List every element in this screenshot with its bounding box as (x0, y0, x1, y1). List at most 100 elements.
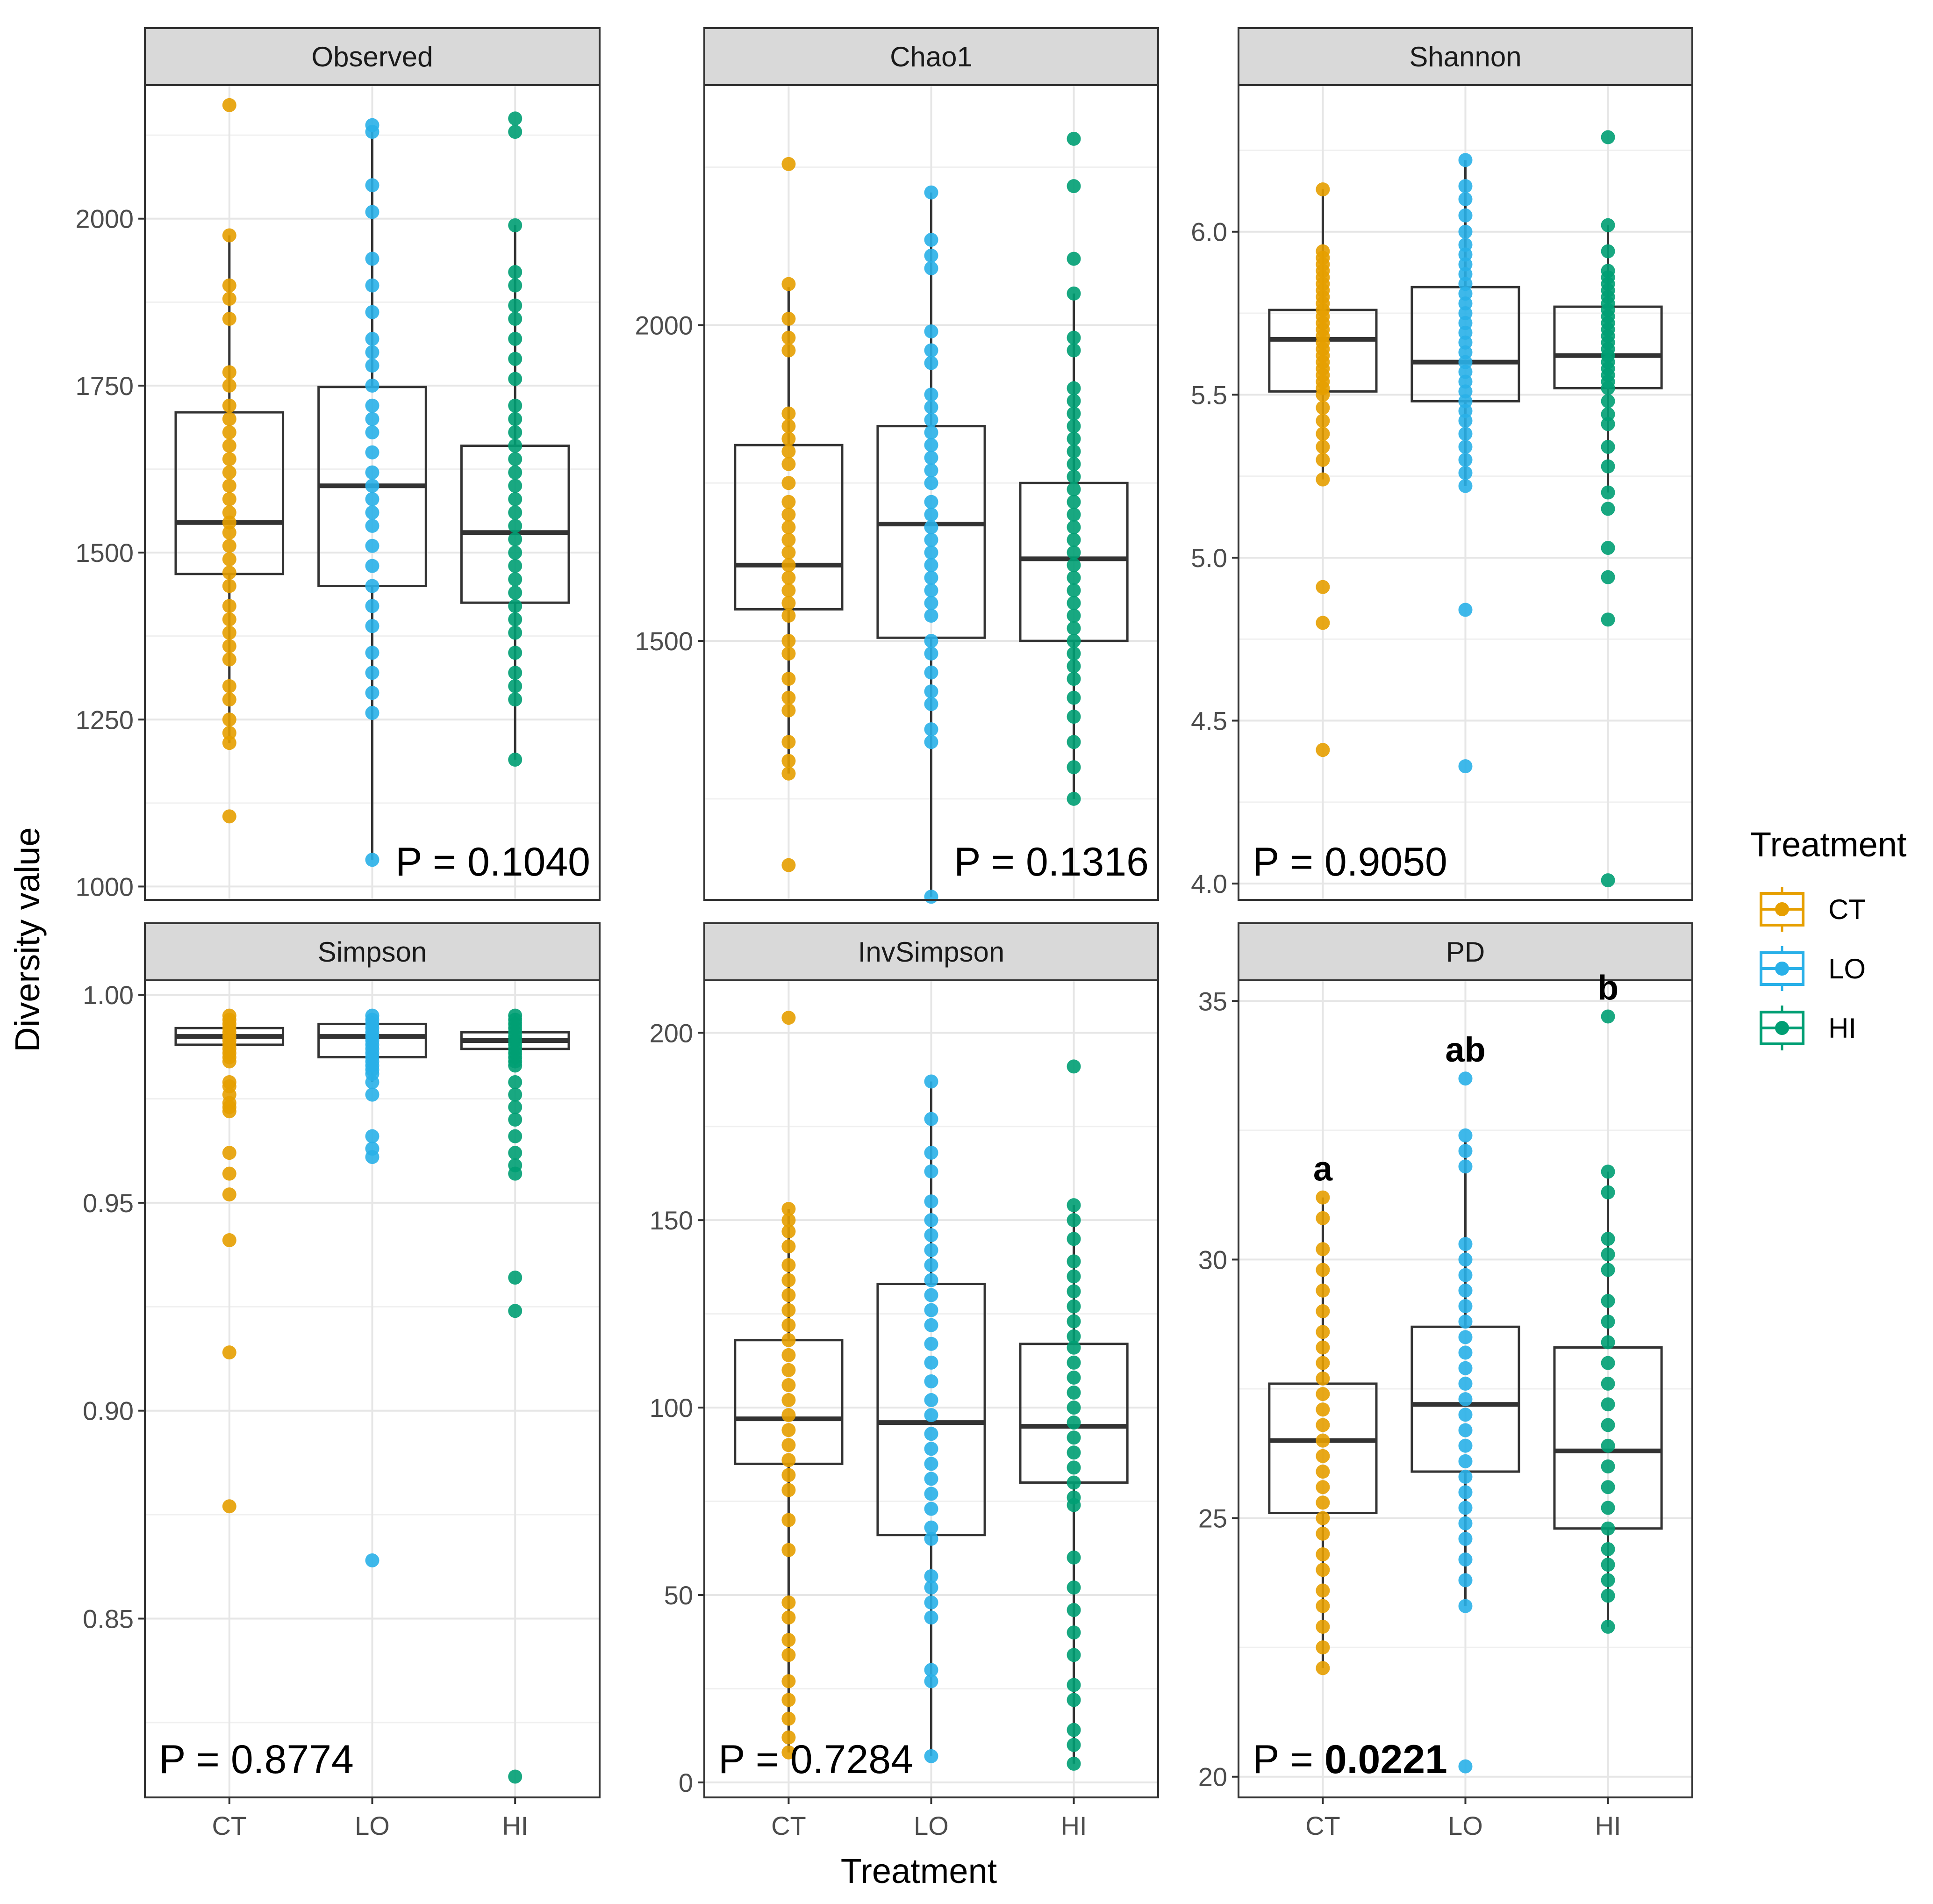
legend-key-point (1775, 1021, 1789, 1035)
data-point-hi (508, 612, 523, 626)
y-tick-label: 25 (1198, 1504, 1227, 1533)
data-point-ct (1316, 1283, 1330, 1298)
data-point-hi (1601, 459, 1615, 474)
data-point-lo (365, 505, 379, 520)
data-point-lo (1458, 1299, 1473, 1313)
data-point-ct (781, 1393, 796, 1408)
data-point-hi (1067, 1430, 1081, 1445)
data-point-ct (1316, 1661, 1330, 1675)
y-tick-label: 1500 (635, 626, 693, 656)
data-point-hi (1067, 1198, 1081, 1213)
data-point-hi (508, 372, 523, 386)
data-point-ct (781, 507, 796, 522)
data-point-lo (1458, 1376, 1473, 1391)
data-point-lo (365, 345, 379, 359)
data-point-hi (1067, 1603, 1081, 1617)
data-point-ct (781, 1438, 796, 1452)
data-point-lo (924, 1258, 938, 1272)
data-point-lo (924, 1569, 938, 1583)
data-point-ct (781, 1378, 796, 1392)
data-point-ct (1316, 1511, 1330, 1525)
data-point-lo (924, 248, 938, 263)
data-point-hi (1067, 1693, 1081, 1707)
data-point-hi (1601, 1164, 1615, 1179)
data-point-ct (781, 1483, 796, 1497)
data-point-hi (1067, 251, 1081, 266)
p-value-prefix: P = (395, 840, 467, 884)
data-point-hi (1067, 545, 1081, 560)
legend-label: LO (1828, 953, 1866, 984)
x-tick-label: LO (1448, 1811, 1483, 1840)
data-point-ct (1316, 1402, 1330, 1417)
data-point-lo (1458, 603, 1473, 617)
data-point-hi (1601, 1263, 1615, 1277)
x-tick-label: HI (1061, 1811, 1087, 1840)
data-point-hi (508, 505, 523, 520)
data-point-lo (924, 1288, 938, 1302)
data-point-lo (365, 1150, 379, 1164)
facet-strip (1238, 27, 1693, 86)
data-point-hi (1067, 710, 1081, 724)
data-point-hi (1067, 1550, 1081, 1565)
panel-chao1: Chao1 1500 2000 P = 0.1316 (635, 27, 1159, 904)
data-point-hi (1601, 541, 1615, 555)
x-tick-label: HI (1595, 1811, 1621, 1840)
data-point-ct (781, 672, 796, 686)
data-point-ct (781, 754, 796, 768)
data-point-ct (222, 1054, 236, 1069)
data-point-ct (781, 1213, 796, 1228)
data-point-hi (1067, 179, 1081, 194)
data-point-ct (781, 1288, 796, 1302)
y-tick-label: 0.90 (83, 1396, 134, 1426)
y-tick-label: 4.0 (1191, 869, 1227, 898)
data-point-ct (781, 520, 796, 534)
data-point-ct (222, 1187, 236, 1202)
data-point-ct (222, 452, 236, 467)
data-point-lo (1458, 287, 1473, 301)
p-value-number: 0.9050 (1324, 840, 1447, 884)
y-tick-label: 1000 (75, 872, 134, 901)
data-point-hi (508, 125, 523, 139)
data-point-lo (365, 619, 379, 633)
data-point-ct (1316, 401, 1330, 415)
data-point-lo (1458, 384, 1473, 399)
data-point-lo (1458, 153, 1473, 167)
data-point-lo (924, 1228, 938, 1243)
data-point-ct (1316, 1242, 1330, 1257)
data-point-lo (1458, 1330, 1473, 1344)
data-point-hi (1067, 1475, 1081, 1490)
data-point-ct (222, 292, 236, 306)
data-point-ct (781, 1730, 796, 1745)
data-point-ct (222, 639, 236, 654)
data-point-lo (1458, 1408, 1473, 1422)
significance-letter: b (1597, 968, 1618, 1007)
data-point-lo (1458, 1128, 1473, 1142)
data-point-lo (924, 1487, 938, 1501)
data-point-lo (924, 1074, 938, 1089)
data-point-hi (1067, 1329, 1081, 1344)
data-point-hi (1067, 1648, 1081, 1662)
data-point-lo (924, 1408, 938, 1423)
data-point-lo (1458, 466, 1473, 480)
data-point-ct (781, 1674, 796, 1688)
data-point-hi (1067, 131, 1081, 146)
data-point-lo (365, 445, 379, 460)
data-point-lo (924, 463, 938, 478)
p-value-prefix: P = (718, 1737, 790, 1782)
data-point-lo (924, 388, 938, 402)
data-point-hi (1601, 485, 1615, 500)
facet-title: PD (1446, 936, 1485, 968)
data-point-lo (1458, 404, 1473, 418)
data-point-hi (508, 559, 523, 573)
data-point-ct (1316, 1356, 1330, 1370)
data-point-ct (1316, 1563, 1330, 1577)
data-point-ct (1316, 1547, 1330, 1562)
data-point-lo (1458, 1283, 1473, 1298)
y-tick-label: 0.95 (83, 1188, 134, 1218)
data-point-lo (365, 178, 379, 193)
data-point-hi (508, 1146, 523, 1160)
data-point-ct (781, 343, 796, 358)
data-point-lo (365, 412, 379, 426)
data-point-ct (222, 692, 236, 707)
data-point-hi (508, 625, 523, 640)
